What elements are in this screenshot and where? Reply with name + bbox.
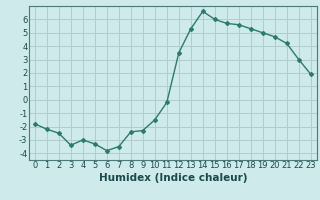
- X-axis label: Humidex (Indice chaleur): Humidex (Indice chaleur): [99, 173, 247, 183]
